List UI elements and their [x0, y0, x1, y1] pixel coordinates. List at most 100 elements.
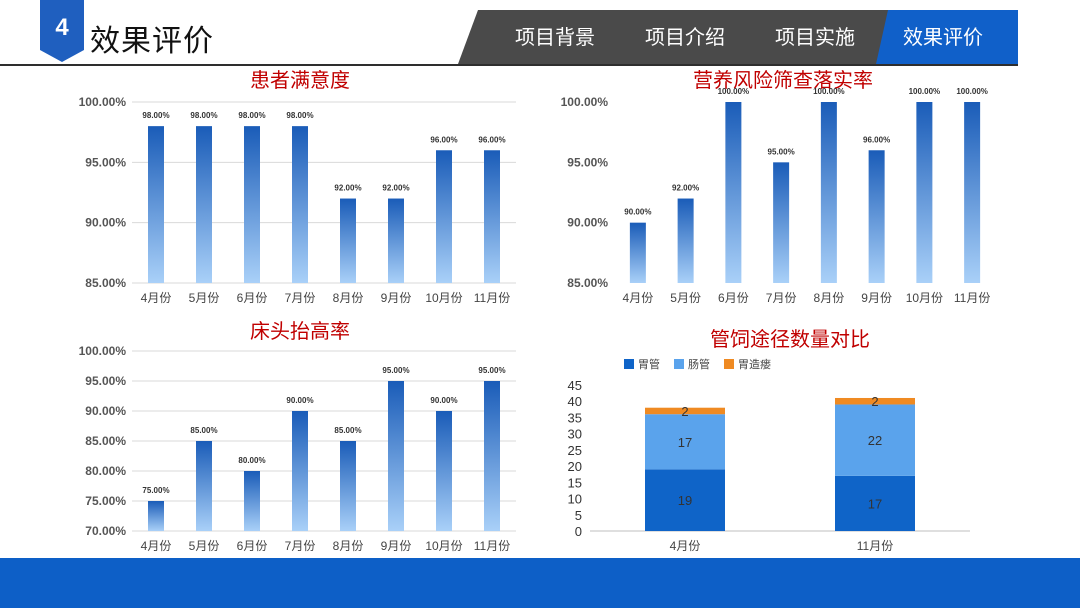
y-tick-label: 30 [568, 427, 582, 442]
y-tick-label: 45 [568, 378, 582, 393]
legend-label: 胃管 [638, 357, 660, 371]
data-label: 85.00% [190, 426, 217, 435]
bar [677, 198, 694, 283]
stacked-bar-segment [835, 404, 915, 476]
x-tick-label: 8月份 [333, 539, 364, 553]
data-label: 96.00% [478, 135, 505, 144]
data-label: 92.00% [672, 184, 699, 193]
data-label: 98.00% [238, 111, 265, 120]
y-tick-label: 90.00% [567, 216, 608, 230]
data-label: 92.00% [382, 184, 409, 193]
bar [436, 411, 452, 531]
bar [725, 102, 742, 283]
y-tick-label: 40 [568, 394, 582, 409]
data-label: 75.00% [142, 486, 169, 495]
section-badge [40, 0, 84, 62]
data-label: 100.00% [956, 87, 988, 96]
data-label: 2 [871, 394, 878, 409]
y-tick-label: 0 [575, 524, 582, 539]
nav-tab-introduction[interactable]: 项目介绍 [645, 25, 725, 49]
bar [148, 126, 164, 283]
nav-tab-background[interactable]: 项目背景 [515, 25, 595, 49]
stacked-bar-segment [645, 407, 725, 415]
data-label: 85.00% [334, 426, 361, 435]
x-tick-label: 10月份 [425, 291, 462, 305]
x-tick-label: 6月份 [237, 291, 268, 305]
bar [340, 441, 356, 531]
stacked-bar-segment [645, 414, 725, 470]
data-label: 100.00% [909, 87, 941, 96]
y-tick-label: 85.00% [85, 434, 126, 448]
x-tick-label: 5月份 [189, 539, 220, 553]
y-tick-label: 15 [568, 475, 582, 490]
data-label: 98.00% [142, 111, 169, 120]
x-tick-label: 10月份 [906, 291, 943, 305]
data-label: 17 [868, 496, 882, 511]
y-tick-label: 95.00% [85, 374, 126, 388]
x-tick-label: 7月份 [766, 291, 797, 305]
data-label: 22 [868, 433, 882, 448]
data-label: 17 [678, 435, 692, 450]
chart-title-head-elevation: 床头抬高率 [250, 319, 350, 343]
bar [340, 198, 356, 283]
y-tick-label: 85.00% [567, 276, 608, 290]
x-tick-label: 7月份 [285, 291, 316, 305]
legend-swatch [624, 359, 634, 369]
data-label: 98.00% [190, 111, 217, 120]
x-tick-label: 6月份 [718, 291, 749, 305]
legend-swatch [724, 359, 734, 369]
y-tick-label: 100.00% [561, 95, 609, 109]
nav-bar [458, 10, 1018, 64]
bar [148, 501, 164, 531]
stacked-bar-segment [835, 397, 915, 405]
data-label: 95.00% [768, 147, 795, 156]
bar [388, 381, 404, 531]
chart-title-tube-feeding: 管饲途径数量对比 [710, 327, 870, 351]
bar [244, 471, 260, 531]
bar [629, 222, 646, 283]
x-tick-label: 7月份 [285, 539, 316, 553]
x-tick-label: 11月份 [954, 291, 990, 305]
x-tick-label: 4月份 [141, 291, 172, 305]
chart-satisfaction: 85.00% 90.00% 95.00% 100.00% 98.00% 4月份 98.00%… [79, 95, 516, 305]
data-label: 2 [681, 404, 688, 419]
nav-tab-implementation[interactable]: 项目实施 [775, 25, 855, 49]
y-tick-label: 5 [575, 508, 582, 523]
legend-label: 肠管 [688, 357, 710, 371]
data-label: 90.00% [286, 396, 313, 405]
chart-title-satisfaction: 患者满意度 [250, 68, 350, 92]
data-label: 96.00% [430, 135, 457, 144]
x-tick-label: 8月份 [814, 291, 845, 305]
y-tick-label: 90.00% [85, 216, 126, 230]
nav-tab-evaluation[interactable]: 效果评价 [903, 25, 983, 49]
y-tick-label: 95.00% [85, 155, 126, 169]
x-tick-label: 10月份 [425, 539, 462, 553]
chart-title-nutrition-screening: 营养风险筛查落实率 [693, 68, 873, 92]
footer-bar [0, 558, 1080, 608]
y-tick-label: 10 [568, 492, 582, 507]
bar [292, 411, 308, 531]
x-tick-label: 8月份 [333, 291, 364, 305]
bar [244, 126, 260, 283]
chart-nutrition-screening: 85.00% 90.00% 95.00% 100.00% 90.00% 4月份 92.00%… [561, 87, 991, 305]
y-tick-label: 85.00% [85, 276, 126, 290]
data-label: 95.00% [382, 366, 409, 375]
y-tick-label: 20 [568, 459, 582, 474]
x-tick-label: 5月份 [670, 291, 701, 305]
x-tick-label: 11月份 [474, 291, 510, 305]
y-tick-label: 80.00% [85, 464, 126, 478]
x-tick-label: 11月份 [857, 539, 893, 553]
y-tick-label: 100.00% [79, 344, 127, 358]
y-tick-label: 35 [568, 410, 582, 425]
data-label: 100.00% [718, 87, 750, 96]
header-divider [0, 64, 1018, 66]
bar [484, 381, 500, 531]
x-tick-label: 6月份 [237, 539, 268, 553]
y-tick-label: 70.00% [85, 524, 126, 538]
data-label: 19 [678, 493, 692, 508]
bar [484, 150, 500, 283]
bar [196, 441, 212, 531]
data-label: 100.00% [813, 87, 845, 96]
stacked-bar-segment [645, 469, 725, 531]
